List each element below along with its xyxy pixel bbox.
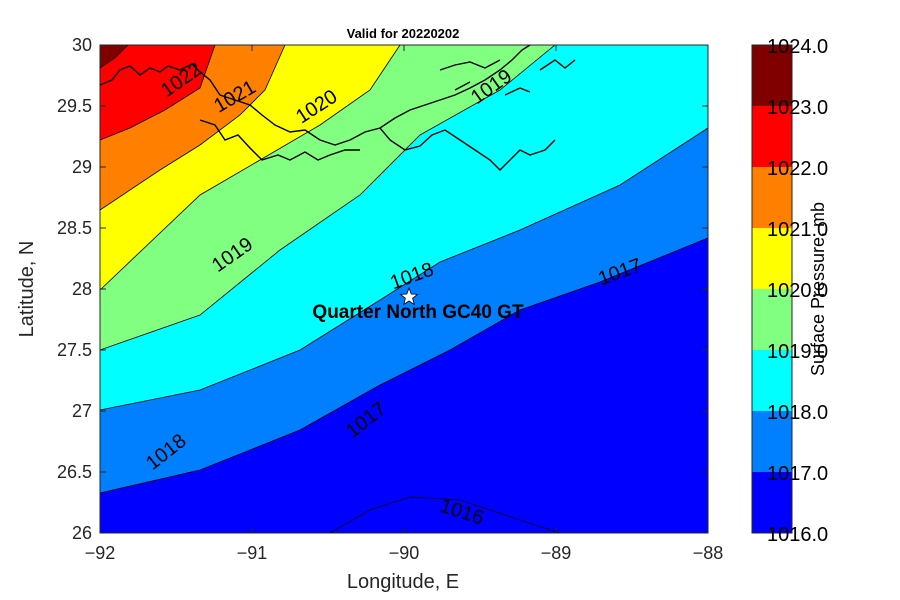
colorbar-segment	[752, 228, 792, 289]
coastline-islands	[439, 59, 576, 96]
y-tick-label: 26	[72, 523, 92, 543]
contour-line-1018	[100, 127, 708, 411]
contour-line-1021	[100, 45, 286, 211]
x-tick-label: −90	[389, 543, 420, 563]
contour-line-1023	[100, 45, 129, 69]
colorbar-frame	[751, 44, 793, 534]
contour-line-1020	[100, 45, 401, 291]
x-tick-label: −91	[237, 543, 268, 563]
contour-lines	[100, 45, 708, 533]
colorbar-segment	[752, 167, 792, 228]
station-marker: Quarter North GC40 GT	[312, 286, 524, 323]
contour-line-1017	[100, 237, 708, 494]
y-tick-label: 29.5	[57, 96, 92, 116]
colorbar-tick-label: 1024.0	[767, 36, 828, 58]
y-axis: 26 26.5 27 27.5 28 28.5 29 29.5 30 Latit…	[16, 35, 708, 543]
x-tick-label: −92	[85, 543, 116, 563]
coastline-delta	[379, 127, 556, 171]
coastline-main	[100, 45, 531, 146]
y-tick-label: 28	[72, 279, 92, 299]
colorbar-segment	[752, 45, 792, 106]
colorbar-segment	[752, 350, 792, 411]
colorbar-tick-label: 1023.0	[767, 97, 828, 119]
y-tick-label: 29	[72, 157, 92, 177]
contour-label-group: 1022 1021 1020 1019 1019 1018 1018 1017 …	[142, 58, 645, 529]
contour-line-1022	[100, 45, 216, 141]
coastline	[100, 45, 576, 171]
y-tick-label: 27	[72, 401, 92, 421]
band-1022-1023	[100, 45, 215, 210]
coastline-bays	[199, 119, 360, 161]
colorbar-title: Surface Pressure, mb	[808, 202, 828, 376]
star-icon	[399, 286, 419, 306]
colorbar-tick-label: 1017.0	[767, 463, 828, 485]
colorbar-segment	[752, 472, 792, 533]
x-axis-label: Longitude, E	[347, 571, 459, 593]
plot-title: Valid for 20220202	[347, 26, 460, 41]
colorbar-tick-label: 1020.0	[767, 280, 828, 302]
colorbar-tick-label: 1022.0	[767, 158, 828, 180]
x-tick-label: −89	[541, 543, 572, 563]
y-tick-label: 28.5	[57, 218, 92, 238]
x-axis: −92 −91 −90 −89 −88 Longitude, E	[85, 45, 724, 593]
colorbar-tick-label: 1019.0	[767, 341, 828, 363]
y-tick-label: 27.5	[57, 340, 92, 360]
contour-fill	[100, 45, 708, 533]
colorbar-tick-label: 1016.0	[767, 524, 828, 546]
x-tick-label: −88	[693, 543, 724, 563]
colorbar-segment	[752, 289, 792, 350]
y-axis-label: Latitude, N	[16, 241, 38, 338]
colorbar: 1016.0 1017.0 1018.0 1019.0 1020.0 1021.…	[751, 36, 828, 546]
contour-line-1019	[100, 45, 556, 351]
station-label: Quarter North GC40 GT	[312, 302, 524, 323]
y-tick-label: 30	[72, 35, 92, 55]
colorbar-segment	[752, 106, 792, 167]
colorbar-segment	[752, 411, 792, 472]
colorbar-tick-label: 1018.0	[767, 402, 828, 424]
y-tick-label: 26.5	[57, 462, 92, 482]
contour-line-1016	[329, 496, 561, 533]
colorbar-tick-label: 1021.0	[767, 219, 828, 241]
band-1023-1024	[100, 45, 128, 68]
